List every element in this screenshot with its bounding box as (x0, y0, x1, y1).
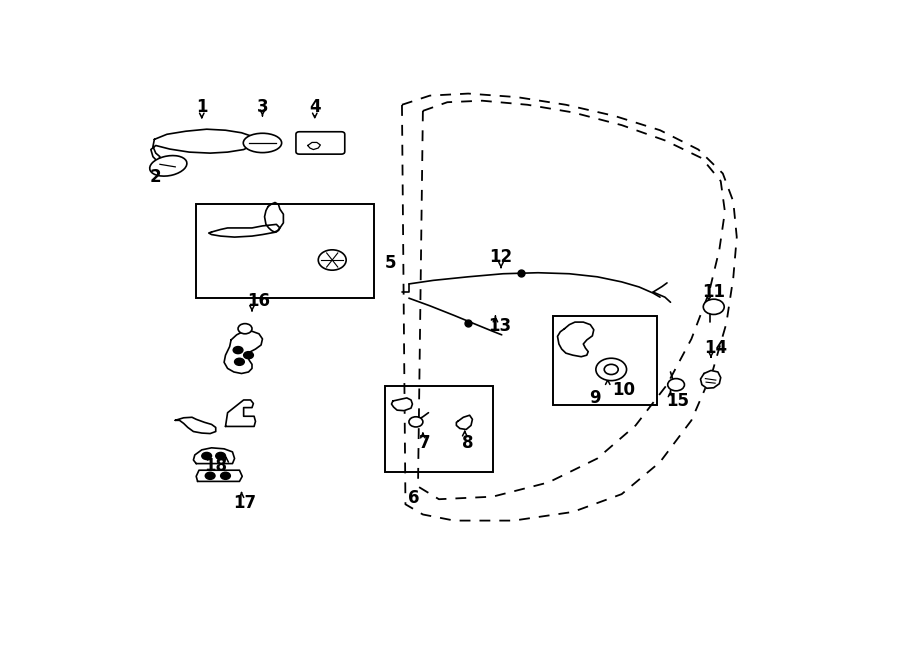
Text: 7: 7 (419, 434, 431, 452)
Text: 2: 2 (150, 168, 162, 186)
Circle shape (668, 379, 685, 391)
Polygon shape (176, 417, 216, 434)
Bar (384, 386, 492, 472)
Polygon shape (196, 470, 242, 481)
Polygon shape (151, 129, 256, 162)
Text: 4: 4 (309, 98, 320, 116)
Text: 16: 16 (248, 292, 271, 310)
Text: 14: 14 (705, 338, 727, 356)
Text: 17: 17 (233, 494, 256, 512)
Polygon shape (224, 331, 263, 373)
Polygon shape (226, 400, 256, 426)
Text: 12: 12 (490, 249, 513, 266)
Circle shape (235, 358, 244, 366)
Circle shape (703, 299, 724, 315)
Text: 5: 5 (384, 254, 396, 272)
Circle shape (220, 472, 230, 479)
Text: 18: 18 (204, 457, 227, 475)
Text: 6: 6 (408, 488, 419, 507)
Circle shape (409, 417, 423, 427)
Polygon shape (194, 447, 235, 463)
Text: 10: 10 (612, 381, 635, 399)
Ellipse shape (243, 134, 282, 153)
Polygon shape (700, 370, 721, 388)
Circle shape (244, 352, 254, 359)
Text: 8: 8 (463, 434, 474, 452)
Text: 9: 9 (590, 389, 601, 407)
Circle shape (596, 358, 626, 381)
Polygon shape (392, 398, 412, 410)
Text: 13: 13 (488, 317, 511, 335)
Circle shape (319, 250, 346, 270)
Polygon shape (456, 415, 472, 430)
Bar (196, 204, 374, 298)
Text: 11: 11 (702, 282, 725, 301)
Circle shape (216, 452, 226, 459)
Polygon shape (265, 202, 284, 232)
Bar (554, 316, 656, 405)
Polygon shape (209, 224, 280, 237)
Text: 1: 1 (196, 98, 208, 116)
Text: 15: 15 (666, 392, 689, 410)
FancyBboxPatch shape (296, 132, 345, 154)
Circle shape (233, 346, 243, 354)
Text: 3: 3 (256, 98, 268, 116)
Polygon shape (557, 322, 594, 357)
Circle shape (604, 364, 618, 375)
Ellipse shape (149, 155, 187, 176)
Circle shape (205, 472, 215, 479)
Circle shape (238, 324, 252, 334)
Circle shape (202, 452, 211, 459)
